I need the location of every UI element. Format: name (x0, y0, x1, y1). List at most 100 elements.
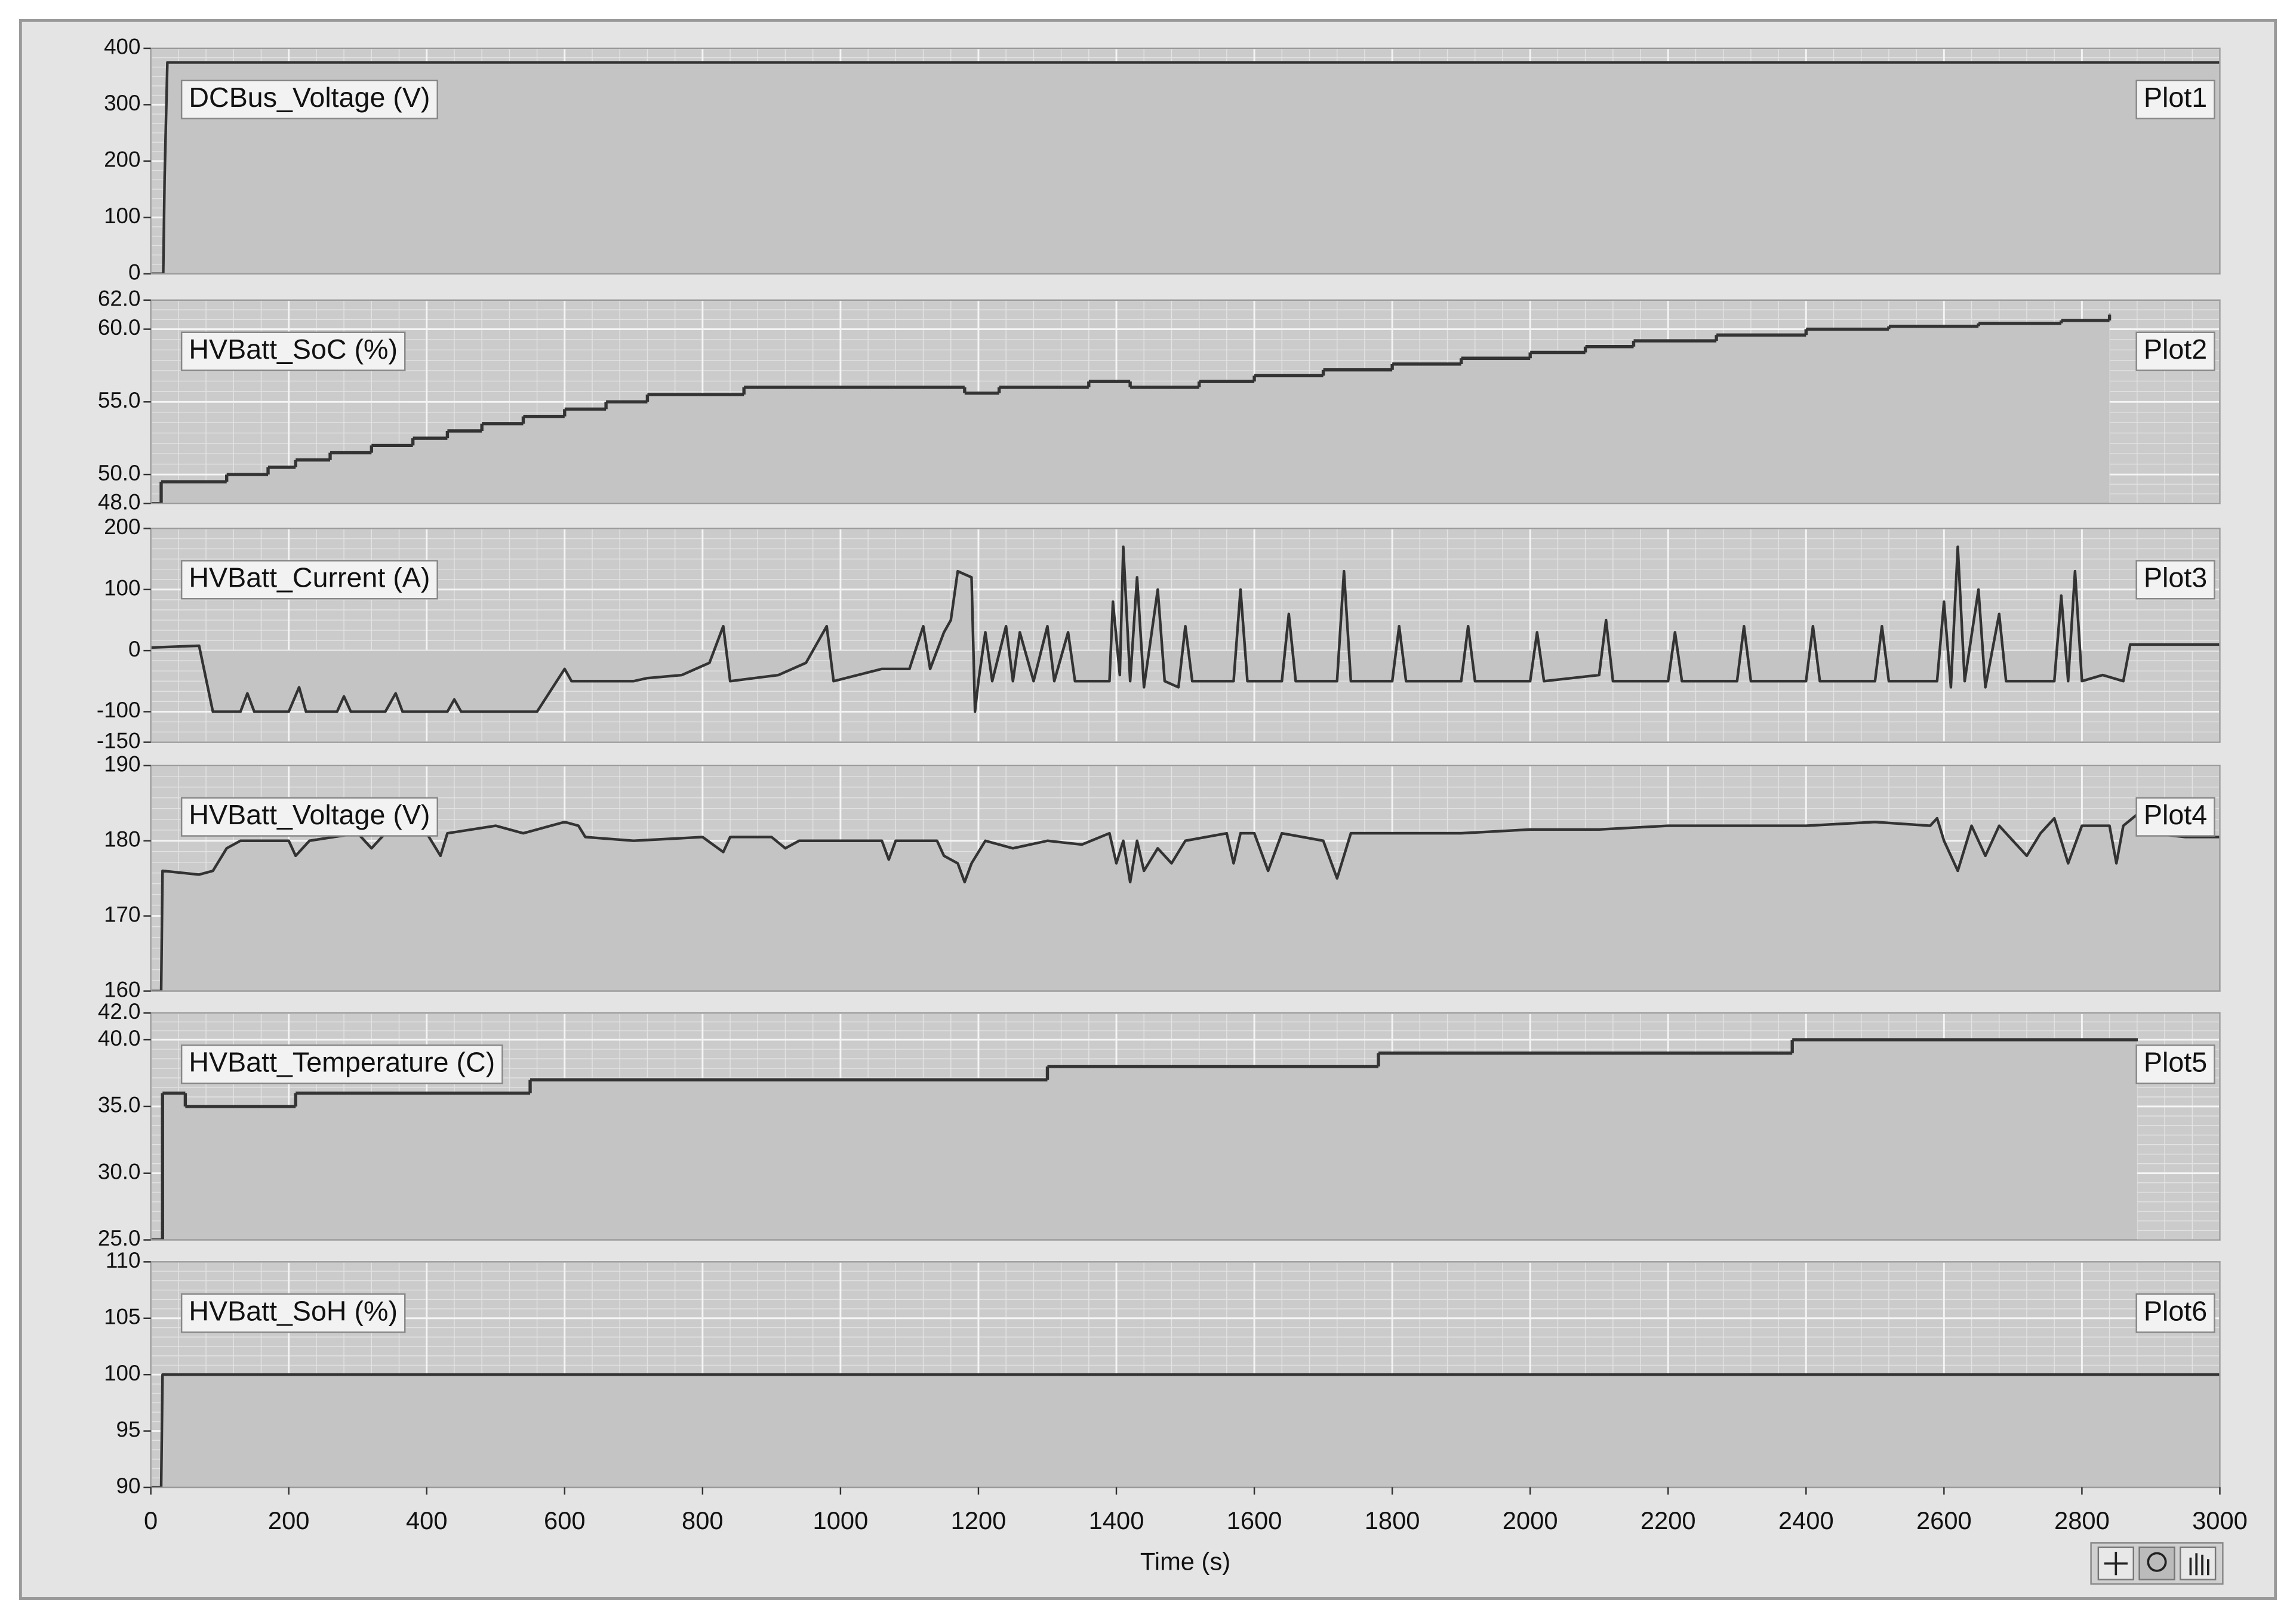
clipped (150, 313, 2112, 504)
clipped (150, 545, 2220, 713)
y-tick-label: -100 (97, 698, 141, 722)
y-tick-label: 100 (104, 1361, 140, 1385)
y-tick-label: 0 (128, 637, 140, 661)
pan-icon (2189, 1553, 2209, 1576)
y-tick-label: 170 (104, 902, 140, 926)
y-tick-label: 190 (104, 752, 140, 776)
x-tick-label: 200 (268, 1506, 310, 1534)
legend-box (2135, 79, 2215, 119)
x-tick-label: 800 (682, 1506, 724, 1534)
x-tick-label: 2000 (1503, 1506, 1558, 1534)
plot-border (150, 528, 2221, 743)
data-line (150, 545, 2220, 713)
legend-box (2135, 797, 2215, 837)
x-tick-label: 1800 (1365, 1506, 1420, 1534)
x-tick-label: 400 (406, 1506, 448, 1534)
y-tick-label: 105 (104, 1304, 140, 1329)
x-tick-label: 1200 (951, 1506, 1007, 1534)
y-label-box (180, 331, 406, 371)
legend-entry: Plot6 (2144, 1295, 2207, 1326)
legend-box (2135, 1044, 2215, 1084)
data-line (150, 1373, 2220, 1488)
y-tick-label: 40.0 (98, 1026, 141, 1050)
plot-2: Plot2 HVBatt_SoC (%) 48.0 50.0 55.0 60.0 62.0 (98, 286, 2221, 514)
y-tick-label: 55.0 (98, 388, 141, 412)
y-axis-label: HVBatt_Temperature (C) (189, 1047, 495, 1078)
y-tick-label: 25.0 (98, 1226, 141, 1250)
y-axis-label: HVBatt_Voltage (V) (189, 799, 430, 830)
x-axis-label: Time (s) (1140, 1548, 1230, 1576)
data-line (150, 813, 2220, 991)
legend-box (2135, 1293, 2215, 1333)
legend-entry: Plot4 (2144, 799, 2207, 830)
pan-tool[interactable] (2180, 1546, 2217, 1580)
x-tick-label: 600 (544, 1506, 586, 1534)
y-tick-label: 35.0 (98, 1093, 141, 1117)
x-tick-label: 2800 (2054, 1506, 2110, 1534)
y-tick-label: 200 (104, 514, 140, 539)
y-tick-label: 160 (104, 977, 140, 1001)
y-tick-label: 300 (104, 91, 140, 115)
x-tick-label: 1000 (813, 1506, 869, 1534)
y-axis-label: HVBatt_Current (A) (189, 562, 430, 593)
x-tick-label: 0 (144, 1506, 158, 1534)
y-label-box (180, 79, 438, 119)
area-fill (150, 62, 2220, 274)
y-tick-label: 48.0 (98, 489, 141, 514)
clipped (150, 1373, 2220, 1488)
clipped (150, 813, 2220, 991)
x-tick-label: 2200 (1641, 1506, 1696, 1534)
x-tick-label: 2600 (1916, 1506, 1972, 1534)
y-tick-label: 0 (128, 260, 140, 284)
zoom-icon (2147, 1552, 2167, 1572)
y-axis-label: HVBatt_SoC (%) (189, 334, 398, 365)
clipped (150, 1038, 2138, 1240)
plot-5: Plot5 HVBatt_Temperature (C) 25.0 30.0 35.0 4… (98, 999, 2221, 1250)
graph-toolbar (2090, 1542, 2224, 1585)
y-tick-label: 100 (104, 576, 140, 600)
y-label-box (180, 560, 438, 600)
y-tick-label: 400 (104, 35, 140, 59)
plot-6: Plot6 HVBatt_SoH (%) 90 95 100 105 110 0 200 400 6… (104, 1248, 2248, 1576)
y-tick-label: 30.0 (98, 1159, 141, 1184)
data-line (150, 61, 2220, 274)
y-tick-label: 62.0 (98, 286, 141, 311)
x-tick-label: 2400 (1778, 1506, 1834, 1534)
area-fill (150, 315, 2110, 504)
legend-entry: Plot5 (2144, 1047, 2207, 1078)
area-fill (150, 1040, 2137, 1240)
y-tick-label: -150 (97, 728, 141, 753)
y-tick-label: 200 (104, 147, 140, 172)
area-fill (150, 1375, 2220, 1488)
y-tick-label: 50.0 (98, 461, 141, 485)
plot-border (150, 1012, 2221, 1241)
legend-entry: Plot2 (2144, 334, 2207, 365)
legend-box (2135, 560, 2215, 600)
y-tick-label: 90 (116, 1474, 141, 1498)
plot-1: Plot1 DCBus_Voltage (V) 0 100 200 300 400 (104, 35, 2221, 284)
y-tick-label: 100 (104, 204, 140, 228)
x-tick-label: 1400 (1089, 1506, 1144, 1534)
y-axis-label: HVBatt_SoH (%) (189, 1295, 398, 1326)
y-axis-label: DCBus_Voltage (V) (189, 82, 430, 113)
plot-3: Plot3 HVBatt_Current (A) -150 -100 0 100 200 (97, 514, 2221, 753)
y-label-box (180, 1293, 406, 1333)
y-tick-label: 110 (106, 1248, 141, 1272)
x-tick-label: 1600 (1227, 1506, 1282, 1534)
y-tick-label: 180 (104, 827, 140, 851)
legend-box (2135, 331, 2215, 371)
x-tick-label: 3000 (2192, 1506, 2248, 1534)
y-tick-label: 95 (116, 1417, 141, 1441)
plot-4: Plot4 HVBatt_Voltage (V) 160 170 180 190 (104, 752, 2221, 1001)
y-label-box (180, 1044, 503, 1084)
clipped (150, 61, 2220, 274)
cursor-icon (2104, 1551, 2128, 1576)
y-label-box (180, 797, 438, 837)
legend-entry: Plot1 (2144, 82, 2207, 113)
area-fill (150, 814, 2220, 991)
y-tick-label: 60.0 (98, 315, 141, 340)
y-tick-label: 42.0 (98, 999, 141, 1024)
legend-entry: Plot3 (2144, 562, 2207, 593)
